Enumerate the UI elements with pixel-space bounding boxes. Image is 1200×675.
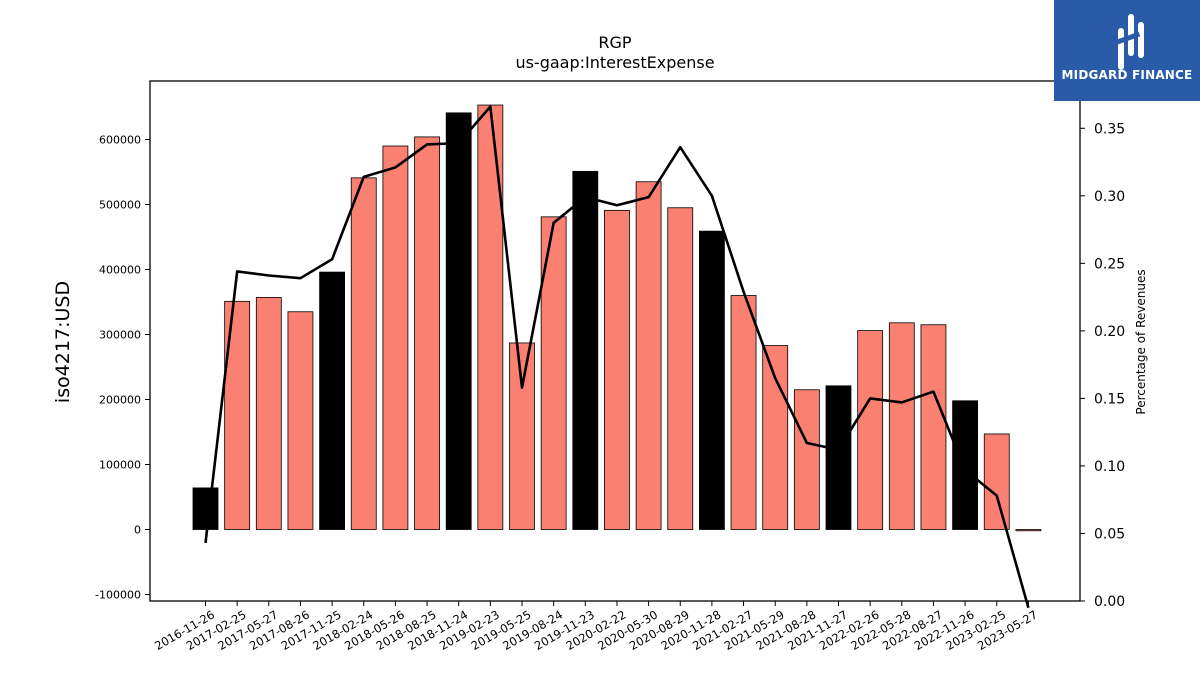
- y-tick-label: 200000: [99, 394, 141, 407]
- line-series: [204, 105, 1030, 609]
- y-tick-label: 0: [134, 524, 141, 537]
- bar: [699, 230, 725, 530]
- y-tick-label: 600000: [99, 134, 141, 147]
- y-tick-label: 500000: [99, 199, 141, 212]
- y2-tick-label: 0.35: [1094, 121, 1125, 137]
- chart-subtitle: us-gaap:InterestExpense: [515, 53, 714, 72]
- y2-tick-label: 0.20: [1094, 324, 1125, 340]
- bar: [604, 209, 630, 530]
- y2-axis-label: Percentage of Revenues: [1134, 269, 1148, 414]
- bar: [952, 400, 978, 530]
- bar: [319, 271, 346, 530]
- bar: [350, 177, 377, 530]
- bar: [445, 112, 472, 530]
- y-tick-label: 400000: [99, 264, 141, 277]
- y2-tick-label: 0.05: [1094, 526, 1125, 542]
- y2-tick-label: 0.15: [1094, 391, 1125, 407]
- chart-marks: -100000 0 100000 200000 300000 400000 500000 60…: [95, 104, 1125, 653]
- bar: [920, 324, 947, 530]
- y-tick-label: -100000: [95, 589, 141, 602]
- bar: [477, 104, 504, 530]
- bar: [793, 389, 820, 530]
- chart-title: RGP: [598, 33, 632, 52]
- bar: [762, 345, 789, 530]
- y2-tick-label: 0.10: [1094, 459, 1125, 475]
- bar: [1015, 529, 1042, 532]
- bar: [888, 322, 915, 530]
- bar: [509, 342, 535, 530]
- bar: [192, 487, 219, 530]
- bar: [857, 330, 884, 530]
- bar: [382, 145, 409, 530]
- midgard-logo-icon: [1114, 14, 1144, 70]
- bar: [667, 207, 694, 530]
- y2-tick-label: 0.00: [1094, 594, 1125, 610]
- y-axis-label: iso4217:USD: [52, 281, 74, 403]
- y2-tick-label: 0.30: [1094, 189, 1125, 205]
- bar: [730, 295, 757, 530]
- y-tick-label: 300000: [99, 329, 141, 342]
- bar: [287, 311, 314, 530]
- logo-text: MIDGARD FINANCE: [1061, 68, 1193, 82]
- plot-frame: [149, 80, 1081, 602]
- bar: [635, 181, 662, 530]
- bar: [825, 385, 852, 530]
- bar: [983, 433, 1010, 530]
- bar: [572, 170, 599, 530]
- y2-tick-label: 0.25: [1094, 256, 1125, 272]
- brand-logo: MIDGARD FINANCE: [1054, 0, 1200, 101]
- bar: [255, 297, 282, 530]
- y-tick-label: 100000: [99, 459, 141, 472]
- bar: [414, 136, 440, 530]
